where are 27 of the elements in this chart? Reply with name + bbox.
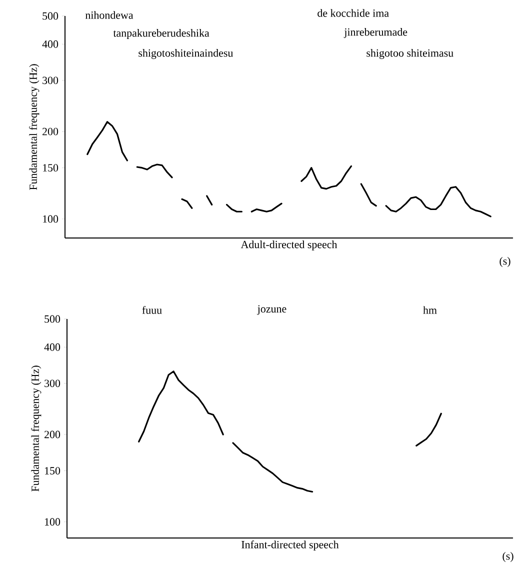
y-axis-title: Fundamental frequency (Hz) — [31, 366, 42, 492]
y-tick-label: 150 — [43, 164, 58, 172]
x-axis-title: Infant-directed speech — [242, 540, 339, 551]
text: (s) — [500, 257, 510, 267]
y-tick-label: 400 — [42, 40, 58, 48]
y-tick-label: 500 — [42, 12, 58, 20]
y-tick-label: 100 — [43, 215, 58, 223]
annotation: tanpakureberudeshika — [113, 29, 210, 39]
annotation: nihondewa — [85, 11, 134, 19]
annotation: shigotoo shiteimasu — [366, 49, 454, 59]
y-axis-title: Fundamental frequency (Hz) — [29, 64, 40, 190]
annotation: shigotoshiteinaindesu — [138, 49, 233, 59]
text: hm — [423, 306, 437, 314]
text: fuuu — [142, 306, 162, 314]
text: (s) — [502, 552, 514, 562]
y-tick-label: 200 — [44, 430, 60, 438]
y-tick-label: 150 — [45, 467, 60, 474]
y-tick-label: 500 — [44, 315, 60, 323]
y-tick-label: 400 — [44, 343, 60, 351]
y-tick-label: 200 — [42, 128, 58, 136]
y-tick-label: 300 — [44, 380, 60, 388]
y-tick-label: 100 — [45, 518, 60, 526]
x-axis-title: Adult-directed speech — [240, 240, 338, 250]
annotation: de kocchide ima — [318, 9, 389, 17]
y-tick-label: 300 — [42, 76, 58, 84]
text: jozune — [257, 305, 286, 315]
annotation: jinreberumade — [344, 28, 408, 38]
